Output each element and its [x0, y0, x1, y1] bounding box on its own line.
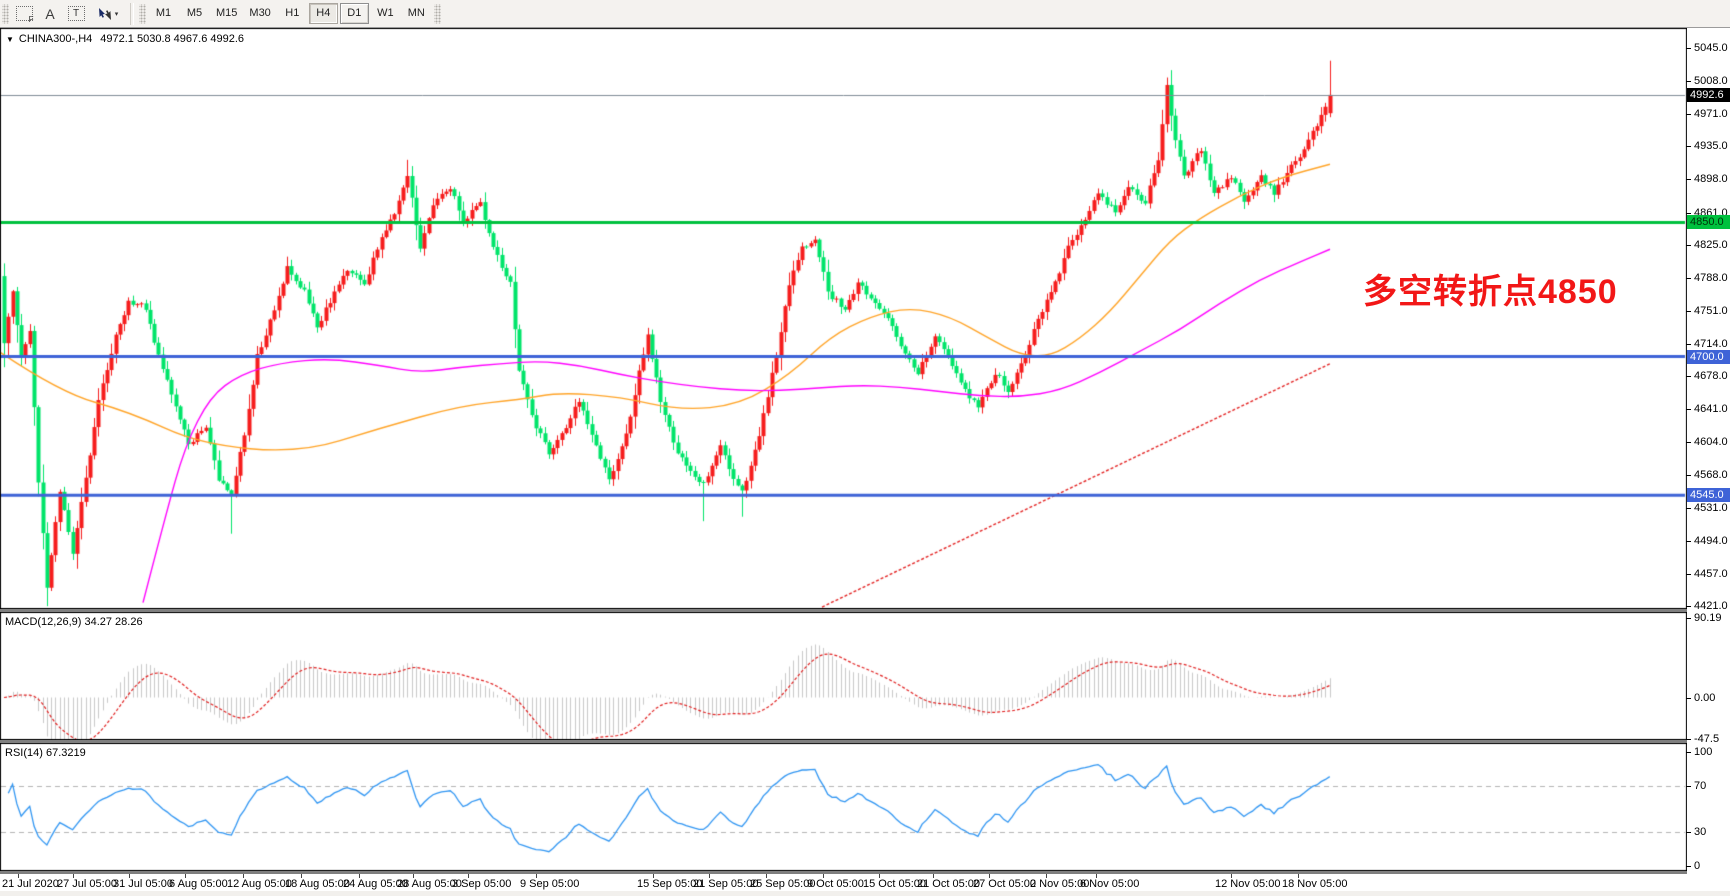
toolbar: F A T ▾ M1 M5 M15 M30 H1 H4 D1 W1 MN — [0, 0, 1730, 28]
toolbar-grip[interactable] — [2, 3, 9, 24]
time-axis-label: 9 Sep 05:00 — [520, 878, 580, 890]
time-axis-label: 15 Sep 05:00 — [637, 878, 703, 890]
time-axis-label: 27 Jul 05:00 — [57, 878, 117, 890]
panel-separator[interactable] — [0, 871, 1730, 874]
time-axis-tick — [301, 874, 302, 878]
time-axis-tick — [243, 874, 244, 878]
text-box-icon: T — [67, 6, 85, 21]
time-axis-tick — [18, 874, 19, 878]
time-axis-label: 28 Aug 05:00 — [397, 878, 462, 890]
time-axis-tick — [129, 874, 130, 878]
time-axis-label: 21 Sep 05:00 — [693, 878, 759, 890]
current-price-badge: 4992.6 — [1687, 87, 1730, 102]
time-axis-tick — [73, 874, 74, 878]
time-axis-tick — [1046, 874, 1047, 878]
text-tool-button[interactable]: T — [63, 2, 89, 25]
rsi-indicator-canvas[interactable] — [0, 743, 1687, 871]
time-axis-footer — [0, 891, 1730, 896]
timeframe-button-h1[interactable]: H1 — [278, 3, 307, 24]
letter-a-icon: A — [45, 5, 55, 22]
arrows-icon — [98, 7, 111, 20]
chart-dropdown-icon[interactable]: ▼ — [6, 34, 14, 44]
time-axis-tick — [709, 874, 710, 878]
time-axis-label: 6 Nov 05:00 — [1080, 878, 1140, 890]
hline-price-badge: 4850.0 — [1687, 215, 1730, 230]
time-axis-tick — [413, 874, 414, 878]
time-axis-tick — [468, 874, 469, 878]
chevron-down-icon: ▾ — [114, 10, 119, 18]
time-axis-label: 31 Jul 05:00 — [113, 878, 173, 890]
time-axis-tick — [653, 874, 654, 878]
time-axis-tick — [933, 874, 934, 878]
timeframe-button-w1[interactable]: W1 — [371, 3, 400, 24]
time-axis-tick — [1231, 874, 1232, 878]
hline-price-badge: 4700.0 — [1687, 349, 1730, 364]
time-axis-label: 15 Oct 05:00 — [863, 878, 926, 890]
arrows-tool-button[interactable]: ▾ — [89, 2, 127, 25]
time-axis-label: 2 Nov 05:00 — [1030, 878, 1090, 890]
bull-bear-turning-point-annotation: 多空转折点4850 — [1363, 273, 1618, 311]
time-axis-tick — [823, 874, 824, 878]
time-axis-tick — [185, 874, 186, 878]
panel-separator[interactable] — [0, 609, 1730, 612]
chart-ohlc-values: 4972.1 5030.8 4967.6 4992.6 — [100, 33, 245, 45]
time-axis-label: 24 Aug 05:00 — [343, 878, 408, 890]
time-axis-tick — [1096, 874, 1097, 878]
chart-title: ▼ CHINA300-,H4 4972.1 5030.8 4967.6 4992… — [6, 33, 244, 45]
toolbar-grip[interactable] — [433, 3, 441, 24]
text-label-tool-button[interactable]: A — [37, 2, 63, 25]
time-axis-tick — [359, 874, 360, 878]
timeframe-button-d1[interactable]: D1 — [339, 3, 369, 24]
rsi-header: RSI(14) 67.3219 — [5, 747, 86, 759]
time-axis-label: 6 Aug 05:00 — [169, 878, 228, 890]
time-axis-label: 9 Oct 05:00 — [807, 878, 864, 890]
macd-indicator-canvas[interactable] — [0, 612, 1687, 740]
timeframe-button-m15[interactable]: M15 — [211, 3, 242, 24]
time-axis-label: 21 Oct 05:00 — [917, 878, 980, 890]
timeframe-button-group: M1 M5 M15 M30 H1 H4 D1 W1 MN — [148, 3, 432, 24]
time-axis-label: 27 Oct 05:00 — [973, 878, 1036, 890]
time-axis-tick — [989, 874, 990, 878]
time-axis-label: 12 Aug 05:00 — [227, 878, 292, 890]
time-axis-tick — [536, 874, 537, 878]
time-axis-label: 3 Sep 05:00 — [452, 878, 512, 890]
time-axis-label: 18 Aug 05:00 — [285, 878, 350, 890]
time-axis-label: 21 Jul 2020 — [2, 878, 59, 890]
timeframe-button-m30[interactable]: M30 — [244, 3, 275, 24]
time-axis[interactable]: 21 Jul 2020 27 Jul 05:00 31 Jul 05:00 6 Aug… — [0, 874, 1730, 896]
time-axis-tick — [1298, 874, 1299, 878]
toolbar-separator — [130, 2, 134, 25]
timeframe-button-h4[interactable]: H4 — [308, 3, 338, 24]
panel-separator[interactable] — [0, 740, 1730, 743]
timeframe-button-m1[interactable]: M1 — [149, 3, 178, 24]
macd-header: MACD(12,26,9) 34.27 28.26 — [5, 616, 143, 628]
time-axis-tick — [766, 874, 767, 878]
fibonacci-icon: F — [15, 6, 34, 24]
price-chart-canvas[interactable] — [0, 28, 1687, 609]
time-axis-label: 25 Sep 05:00 — [750, 878, 816, 890]
timeframe-button-mn[interactable]: MN — [402, 3, 431, 24]
time-axis-label: 12 Nov 05:00 — [1215, 878, 1281, 890]
hline-price-badge: 4545.0 — [1687, 488, 1730, 503]
time-axis-label: 18 Nov 05:00 — [1282, 878, 1348, 890]
price-axis[interactable]: 5045.0 5008.0 4971.0 4935.0 4898.0 4861.0 4825… — [1686, 28, 1730, 874]
chart-symbol-period: CHINA300-,H4 — [18, 33, 93, 45]
fibonacci-tool-button[interactable]: F — [11, 2, 37, 25]
toolbar-grip[interactable] — [139, 3, 146, 24]
time-axis-tick — [879, 874, 880, 878]
timeframe-button-m5[interactable]: M5 — [180, 3, 209, 24]
